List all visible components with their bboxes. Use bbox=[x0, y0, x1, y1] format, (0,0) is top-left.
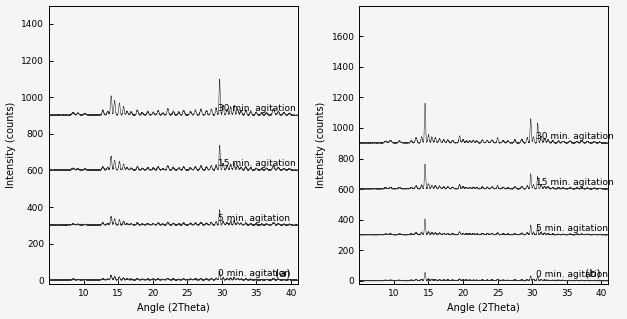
X-axis label: Angle (2Theta): Angle (2Theta) bbox=[137, 303, 209, 314]
Text: (b): (b) bbox=[585, 269, 601, 278]
Text: 15 min. agitation: 15 min. agitation bbox=[535, 178, 613, 187]
Text: 0 min. agitation: 0 min. agitation bbox=[218, 269, 290, 278]
Text: 0 min. agitation: 0 min. agitation bbox=[535, 270, 608, 279]
Text: 5 min. agitation: 5 min. agitation bbox=[218, 214, 290, 223]
Y-axis label: Intensity (counts): Intensity (counts) bbox=[316, 102, 326, 188]
Text: 30 min. agitation: 30 min. agitation bbox=[218, 104, 296, 113]
Text: (a): (a) bbox=[275, 269, 290, 278]
Text: 5 min. agitation: 5 min. agitation bbox=[535, 224, 608, 233]
X-axis label: Angle (2Theta): Angle (2Theta) bbox=[448, 303, 520, 314]
Text: 30 min. agitation: 30 min. agitation bbox=[535, 132, 613, 141]
Text: 15 min. agitation: 15 min. agitation bbox=[218, 159, 296, 168]
Y-axis label: Intensity (counts): Intensity (counts) bbox=[6, 102, 16, 188]
